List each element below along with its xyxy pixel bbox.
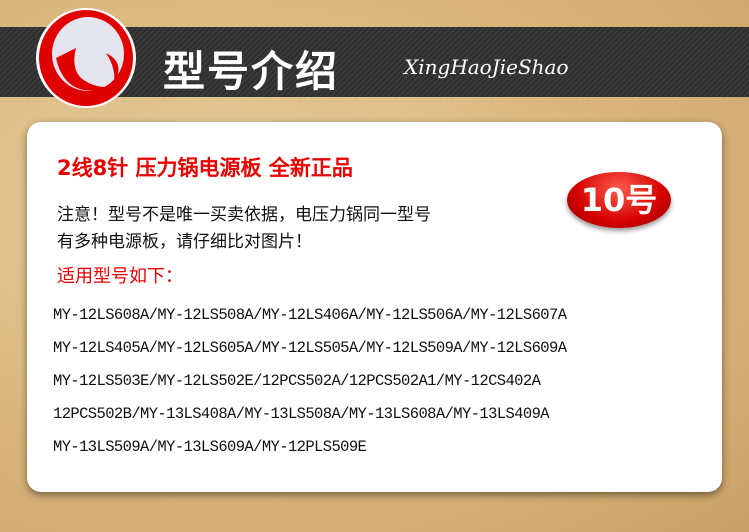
notice-text: 注意！型号不是唯一买卖依据，电压力锅同一型号 有多种电源板，请仔细比对图片！ <box>57 202 431 256</box>
notice-line: 有多种电源板，请仔细比对图片！ <box>57 232 312 252</box>
brand-logo-icon <box>36 8 136 108</box>
info-card: 2线8针 压力锅电源板 全新正品 10号 注意！型号不是唯一买卖依据，电压力锅同… <box>27 122 722 492</box>
header-subtitle: XingHaoJieShao <box>404 55 569 79</box>
model-line: MY-13LS509A/MY-13LS609A/MY-12PLS509E <box>53 438 367 456</box>
product-title: 2线8针 压力锅电源板 全新正品 <box>57 156 353 180</box>
model-line: MY-12LS503E/MY-12LS502E/12PCS502A/12PCS5… <box>53 372 541 390</box>
header-title: 型号介绍 <box>163 47 340 96</box>
model-line: 12PCS502B/MY-13LS408A/MY-13LS508A/MY-13L… <box>53 405 550 423</box>
number-badge: 10号 <box>567 172 671 228</box>
notice-line: 注意！型号不是唯一买卖依据，电压力锅同一型号 <box>57 205 431 225</box>
applicable-models-label: 适用型号如下： <box>57 266 183 287</box>
model-line: MY-12LS608A/MY-12LS508A/MY-12LS406A/MY-1… <box>53 306 567 324</box>
model-line: MY-12LS405A/MY-12LS605A/MY-12LS505A/MY-1… <box>53 339 567 357</box>
model-list: MY-12LS608A/MY-12LS508A/MY-12LS406A/MY-1… <box>53 306 567 471</box>
